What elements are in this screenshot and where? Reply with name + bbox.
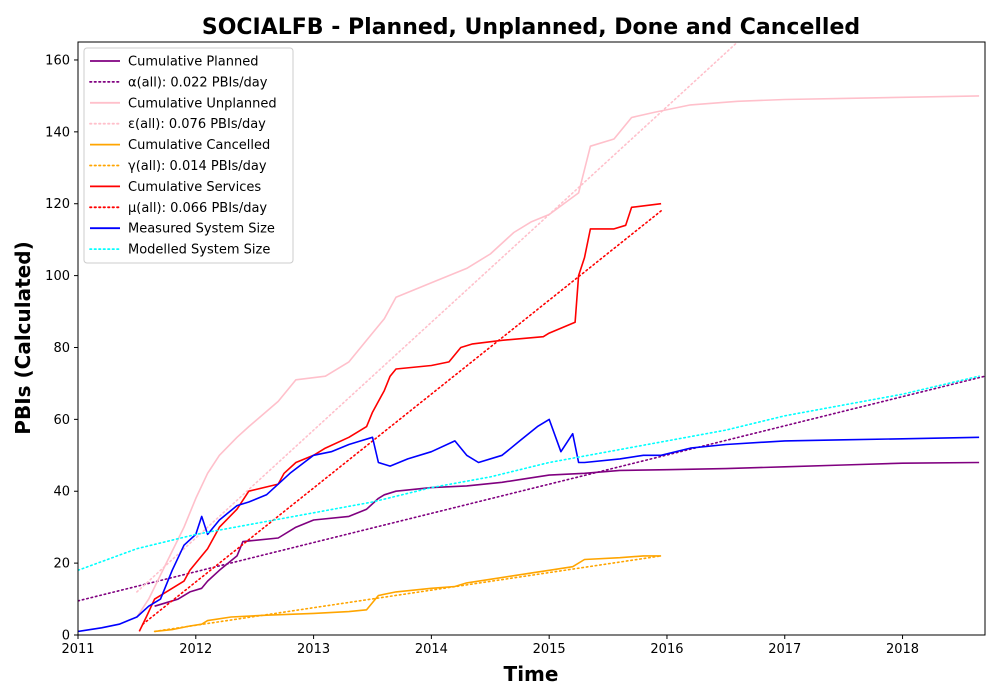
y-axis-label: PBIs (Calculated) — [11, 241, 35, 434]
series-line-modelled-system-size — [78, 375, 980, 572]
legend-label-cumulative-unplanned: Cumulative Unplanned — [128, 96, 277, 111]
series-line-cumulative-unplanned — [136, 95, 980, 618]
series-line-cumulative-planned — [154, 461, 980, 607]
x-tick-label: 2018 — [886, 642, 919, 657]
y-axis: 0 20 40 60 80 100 120 140 160 — [45, 53, 78, 644]
series-line-all-0-076-pbis-day — [136, 42, 739, 593]
legend-label-cumulative-planned: Cumulative Planned — [128, 55, 258, 70]
x-axis-label: Time — [504, 662, 559, 686]
plot-lines — [78, 42, 985, 633]
x-tick-label: 2014 — [415, 642, 448, 657]
legend-label-all-0-014-pbis-day: γ(all): 0.014 PBIs/day — [128, 159, 267, 174]
x-tick-label: 2012 — [179, 642, 212, 657]
x-tick-label: 2011 — [61, 642, 94, 657]
plot-frame — [77, 41, 986, 636]
chart-title: SOCIALFB - Planned, Unplanned, Done and … — [202, 15, 860, 40]
series-line-cumulative-cancelled — [154, 555, 662, 633]
y-tick-label: 160 — [45, 53, 70, 68]
legend-label-cumulative-cancelled: Cumulative Cancelled — [128, 138, 270, 153]
legend-label-cumulative-services: Cumulative Services — [128, 180, 261, 195]
legend-box — [83, 47, 294, 264]
legend-label-all-0-066-pbis-day: μ(all): 0.066 PBIs/day — [128, 201, 267, 216]
y-tick-label: 40 — [53, 485, 70, 500]
series-line-all-0-022-pbis-day — [78, 375, 985, 602]
y-tick-label: 20 — [53, 557, 70, 572]
series-line-measured-system-size — [78, 418, 980, 633]
legend-label-all-0-076-pbis-day: ε(all): 0.076 PBIs/day — [128, 117, 266, 132]
y-tick-label: 60 — [53, 413, 70, 428]
legend-label-modelled-system-size: Modelled System Size — [128, 243, 270, 258]
y-tick-label: 80 — [53, 341, 70, 356]
x-tick-label: 2013 — [297, 642, 330, 657]
series-line-all-0-014-pbis-day — [153, 555, 662, 633]
y-tick-label: 100 — [45, 269, 70, 284]
x-tick-label: 2015 — [533, 642, 566, 657]
x-tick-label: 2016 — [650, 642, 683, 657]
y-tick-label: 0 — [62, 629, 70, 644]
legend: Cumulative Planned α(all): 0.022 PBIs/day… — [83, 47, 294, 264]
x-axis: 2011 2012 2013 2014 2015 2016 2017 2018 — [61, 635, 919, 657]
legend-label-measured-system-size: Measured System Size — [128, 222, 275, 237]
series-line-cumulative-services — [138, 202, 662, 632]
legend-label-all-0-022-pbis-day: α(all): 0.022 PBIs/day — [128, 75, 268, 90]
x-tick-label: 2017 — [768, 642, 801, 657]
series-line-all-0-066-pbis-day — [142, 210, 662, 626]
y-tick-label: 140 — [45, 125, 70, 140]
y-tick-label: 120 — [45, 197, 70, 212]
